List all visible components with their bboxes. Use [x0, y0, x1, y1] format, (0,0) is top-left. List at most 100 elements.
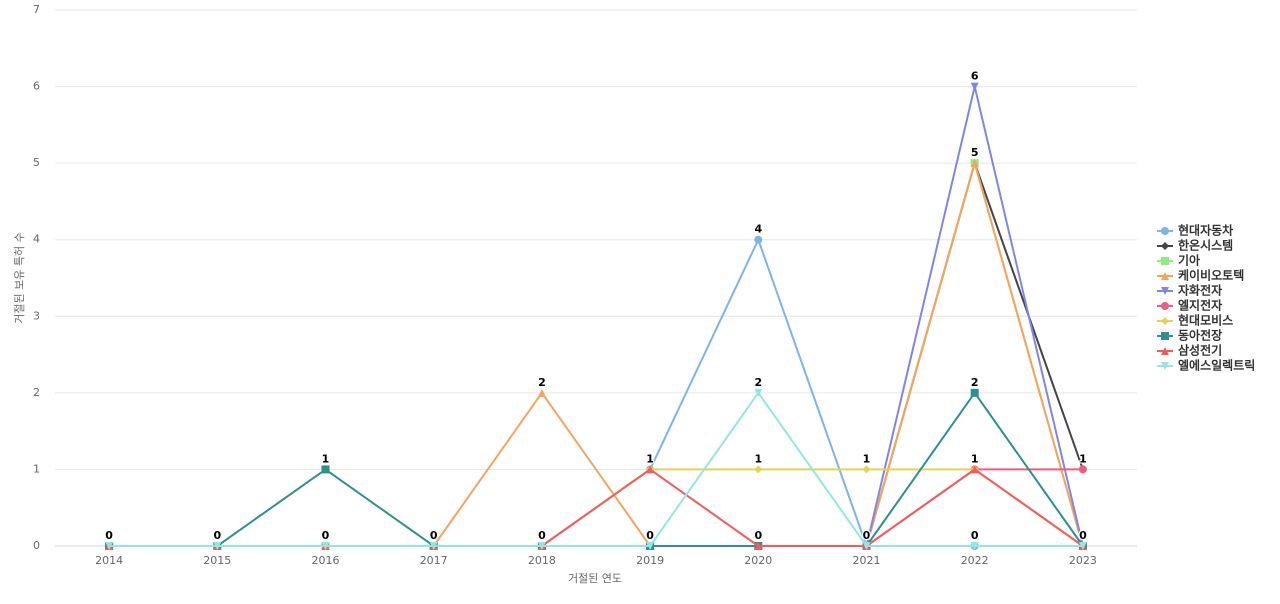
- data-label: 0: [213, 529, 221, 542]
- data-label: 2: [754, 376, 762, 389]
- x-tick-label: 2017: [420, 554, 448, 567]
- data-label: 0: [1079, 529, 1087, 542]
- legend-marker: [1161, 272, 1169, 280]
- x-tick-label: 2020: [744, 554, 772, 567]
- x-tick-label: 2016: [312, 554, 340, 567]
- legend-label: 현대모비스: [1178, 313, 1233, 328]
- point: [646, 542, 655, 550]
- data-label: 0: [322, 529, 330, 542]
- data-label: 0: [430, 529, 438, 542]
- point: [970, 465, 979, 474]
- legend-label: 현대자동차: [1178, 223, 1233, 238]
- data-label: 0: [754, 529, 762, 542]
- data-label: 0: [538, 529, 546, 542]
- data-label: 0: [430, 529, 438, 542]
- point: [321, 542, 330, 550]
- point: [862, 465, 871, 474]
- legend-marker: [1161, 347, 1169, 355]
- point: [754, 235, 763, 244]
- data-label: 0: [213, 529, 221, 542]
- data-label: 0: [1079, 529, 1087, 542]
- data-label: 0: [105, 529, 113, 542]
- point: [970, 159, 979, 168]
- legend-label: 자화전자: [1178, 283, 1222, 298]
- data-label: 0: [322, 529, 330, 542]
- legend-marker: [1161, 362, 1169, 370]
- legend-label: 기아: [1178, 253, 1200, 268]
- legend-marker: [1161, 257, 1169, 265]
- data-label: 0: [1079, 529, 1087, 542]
- data-label: 0: [105, 529, 113, 542]
- data-label: 0: [754, 529, 762, 542]
- data-label: 0: [538, 529, 546, 542]
- legend-label: 엘지전자: [1178, 298, 1222, 313]
- point: [970, 82, 979, 91]
- legend-marker: [1161, 332, 1169, 340]
- point: [754, 465, 763, 474]
- point: [321, 465, 330, 474]
- data-label: 0: [863, 529, 871, 542]
- data-label: 0: [754, 529, 762, 542]
- series-line: [109, 159, 1084, 547]
- data-label: 5: [971, 146, 979, 159]
- data-label: 0: [646, 529, 654, 542]
- data-label: 0: [1079, 529, 1087, 542]
- data-label: 0: [105, 529, 113, 542]
- data-label: 1: [322, 452, 330, 465]
- data-label: 0: [322, 529, 330, 542]
- data-label: 0: [646, 529, 654, 542]
- data-label: 0: [1079, 529, 1087, 542]
- data-label: 1: [1079, 452, 1087, 465]
- data-label: 0: [213, 529, 221, 542]
- x-tick-label: 2015: [203, 554, 231, 567]
- legend-label: 한온시스템: [1178, 238, 1233, 253]
- data-label: 0: [105, 529, 113, 542]
- data-label: 6: [971, 70, 979, 83]
- legend-marker: [1161, 227, 1169, 235]
- y-tick-label: 7: [33, 3, 40, 16]
- legend-label: 동아전장: [1178, 328, 1222, 343]
- legend-marker: [1161, 302, 1169, 310]
- point: [213, 542, 222, 550]
- data-label: 0: [322, 529, 330, 542]
- data-label: 0: [538, 529, 546, 542]
- data-label: 0: [105, 529, 113, 542]
- data-label: 0: [105, 529, 113, 542]
- data-label: 0: [213, 529, 221, 542]
- data-label: 0: [430, 529, 438, 542]
- data-label: 0: [213, 529, 221, 542]
- data-label: 0: [863, 529, 871, 542]
- data-label: 0: [213, 529, 221, 542]
- data-label: 0: [105, 529, 113, 542]
- x-tick-label: 2019: [636, 554, 664, 567]
- data-label: 0: [538, 529, 546, 542]
- data-label: 0: [430, 529, 438, 542]
- x-tick-label: 2023: [1069, 554, 1097, 567]
- y-tick-label: 3: [33, 309, 40, 322]
- data-label: 0: [646, 529, 654, 542]
- point: [1078, 465, 1087, 474]
- y-axis-title: 거절된 보유 특허 수: [13, 232, 26, 323]
- data-label: 5: [971, 146, 979, 159]
- data-label: 0: [322, 529, 330, 542]
- data-label: 0: [1079, 529, 1087, 542]
- data-label: 0: [213, 529, 221, 542]
- data-label: 0: [646, 529, 654, 542]
- data-label: 1: [971, 452, 979, 465]
- data-label: 0: [430, 529, 438, 542]
- y-tick-label: 4: [33, 233, 40, 246]
- data-label: 0: [430, 529, 438, 542]
- legend-label: 케이비오토텍: [1178, 268, 1244, 283]
- data-label: 0: [322, 529, 330, 542]
- x-axis-title: 거절된 연도: [568, 572, 622, 585]
- y-tick-label: 5: [33, 156, 40, 169]
- data-label: 1: [754, 452, 762, 465]
- series-line: [109, 468, 1084, 547]
- data-label: 0: [863, 529, 871, 542]
- point: [862, 542, 871, 550]
- data-label: 0: [538, 529, 546, 542]
- data-label: 0: [322, 529, 330, 542]
- data-label: 1: [971, 452, 979, 465]
- y-tick-label: 1: [33, 462, 40, 475]
- point: [1078, 542, 1087, 550]
